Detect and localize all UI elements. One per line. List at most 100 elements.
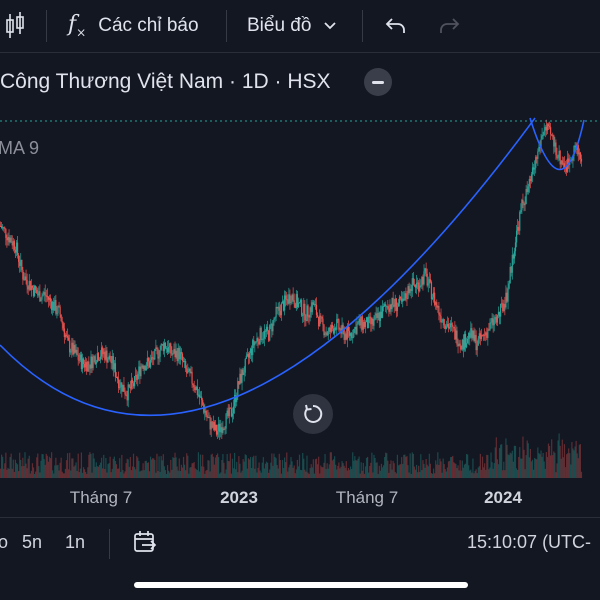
volume-bar [436, 464, 438, 478]
volume-bar [467, 454, 469, 478]
volume-bar [95, 462, 97, 478]
candle-body [179, 352, 181, 360]
candle-body [111, 356, 113, 364]
clock-timezone[interactable]: 15:10:07 (UTC- [467, 532, 592, 552]
volume-bar [354, 456, 356, 478]
candle-body [474, 335, 476, 341]
volume-bar [452, 455, 454, 478]
volume-bar [184, 464, 186, 478]
volume-bar [209, 471, 211, 478]
volume-bar [441, 472, 443, 478]
candle-body [25, 276, 27, 280]
volume-bar [119, 458, 121, 478]
candle-body [89, 364, 91, 369]
candle-body [374, 315, 376, 320]
candle-body [364, 322, 367, 328]
range-1y-button[interactable]: 1n [65, 532, 86, 552]
candle-body [393, 304, 395, 307]
volume-bar [254, 468, 256, 478]
candle-body [353, 329, 355, 338]
volume-bar [274, 456, 276, 478]
candle-body [51, 301, 53, 311]
candle-body [319, 315, 321, 327]
volume-bar [149, 456, 152, 478]
candle-body [464, 333, 467, 348]
volume-bar [29, 473, 31, 478]
volume-bar [313, 473, 316, 478]
candle-body [181, 353, 184, 361]
undo-button[interactable] [385, 0, 407, 52]
volume-bar [374, 458, 376, 478]
candle-body [565, 167, 568, 172]
candle-body [120, 382, 122, 388]
range-5y-button[interactable]: 5n [22, 532, 43, 552]
volume-bar [336, 469, 338, 478]
volume-bar [337, 465, 339, 478]
volume-bar [485, 469, 487, 478]
volume-bar [85, 471, 87, 478]
volume-bar [379, 470, 381, 478]
candle-body [422, 276, 424, 285]
candle-body [292, 294, 294, 301]
candle-body [282, 301, 285, 311]
volume-bar [497, 464, 500, 478]
volume-bar [142, 463, 144, 478]
candle-body [21, 259, 23, 270]
volume-bar [443, 464, 445, 478]
candle-body [554, 142, 556, 147]
candle-body [415, 282, 418, 288]
candle-body [352, 337, 354, 339]
volume-bar [32, 467, 35, 478]
candlestick-icon[interactable] [4, 0, 26, 52]
legend-collapse-button[interactable] [364, 68, 392, 96]
candle-body [339, 328, 341, 330]
candle-body [174, 348, 176, 358]
candle-body [77, 354, 79, 360]
volume-bar [225, 469, 227, 478]
volume-bar [297, 466, 300, 478]
price-chart[interactable] [0, 52, 600, 480]
volume-bar [0, 454, 3, 478]
volume-bar [567, 453, 569, 478]
volume-bar [541, 456, 543, 478]
volume-bar [520, 458, 522, 478]
candle-body [545, 127, 547, 131]
candle-body [397, 303, 400, 307]
volume-bar [540, 450, 542, 478]
candle-body [495, 317, 497, 323]
candle-body [540, 139, 542, 148]
volume-bar [96, 466, 98, 478]
volume-bar [244, 454, 246, 478]
candle-body [188, 368, 190, 371]
volume-bar [489, 467, 491, 478]
volume-bar [125, 463, 127, 478]
reset-chart-button[interactable] [293, 394, 333, 434]
volume-bar [7, 467, 9, 478]
redo-button[interactable] [438, 0, 460, 52]
candle-body [6, 237, 8, 241]
candle-body [481, 334, 484, 336]
volume-bar [139, 471, 141, 478]
volume-bar [39, 472, 41, 478]
goto-date-button[interactable] [132, 530, 158, 559]
volume-bar [357, 458, 359, 478]
candle-body [534, 167, 536, 170]
chart-menu-button[interactable]: Biểu đồ [247, 0, 337, 52]
volume-bar [89, 452, 91, 478]
candle-body [247, 354, 250, 358]
toolbar-divider [362, 10, 363, 42]
volume-bar [328, 464, 330, 478]
volume-bar [18, 471, 20, 478]
volume-bar [343, 465, 345, 478]
indicators-button[interactable]: f× Các chỉ báo [68, 0, 199, 52]
candlestick-chart[interactable] [0, 52, 600, 480]
volume-bar [264, 463, 267, 478]
candle-body [61, 321, 63, 324]
candle-body [443, 319, 445, 326]
volume-bar [261, 462, 263, 478]
range-button-partial[interactable]: o [0, 532, 9, 552]
candle-body [349, 333, 352, 336]
volume-bar [521, 458, 523, 478]
volume-bar [251, 468, 253, 478]
candle-body [152, 357, 154, 359]
